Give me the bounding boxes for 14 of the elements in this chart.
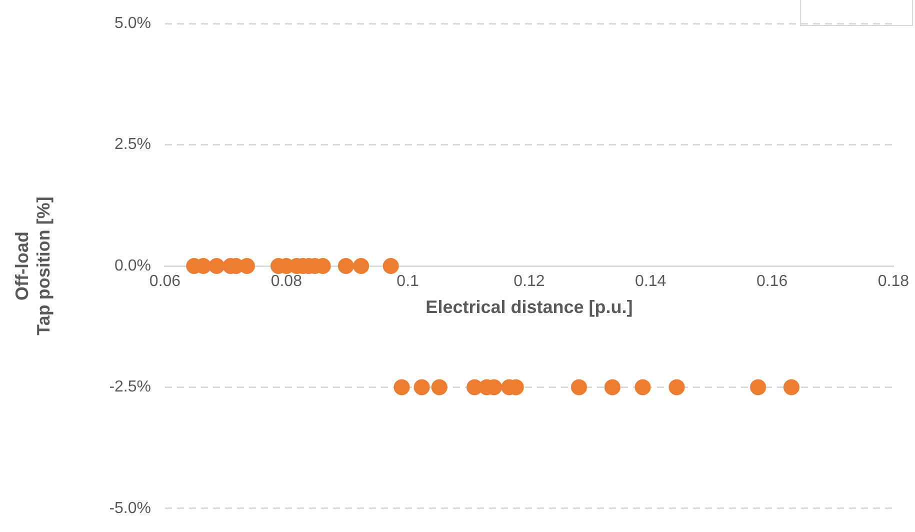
y-tick-label: -5.0% [109,500,151,517]
y-axis-title: Off-load Tap position [%] [12,196,54,336]
x-tick-label: 0.16 [756,273,788,290]
x-tick-label: 0.12 [514,273,545,290]
y-tick-label: 2.5% [114,136,151,154]
y-tick-label: 0.0% [114,257,151,274]
y-tick-label: -2.5% [109,378,151,396]
x-tick-label: 0.08 [270,273,302,290]
x-axis-title: Electrical distance [p.u.] [426,296,633,317]
x-tick-label: 0.06 [149,273,181,290]
y-tick-label: 5.0% [114,15,151,32]
x-tick-label: 0.1 [396,273,420,290]
x-tick-label: 0.14 [635,273,666,290]
x-tick-label: 0.18 [878,273,910,290]
